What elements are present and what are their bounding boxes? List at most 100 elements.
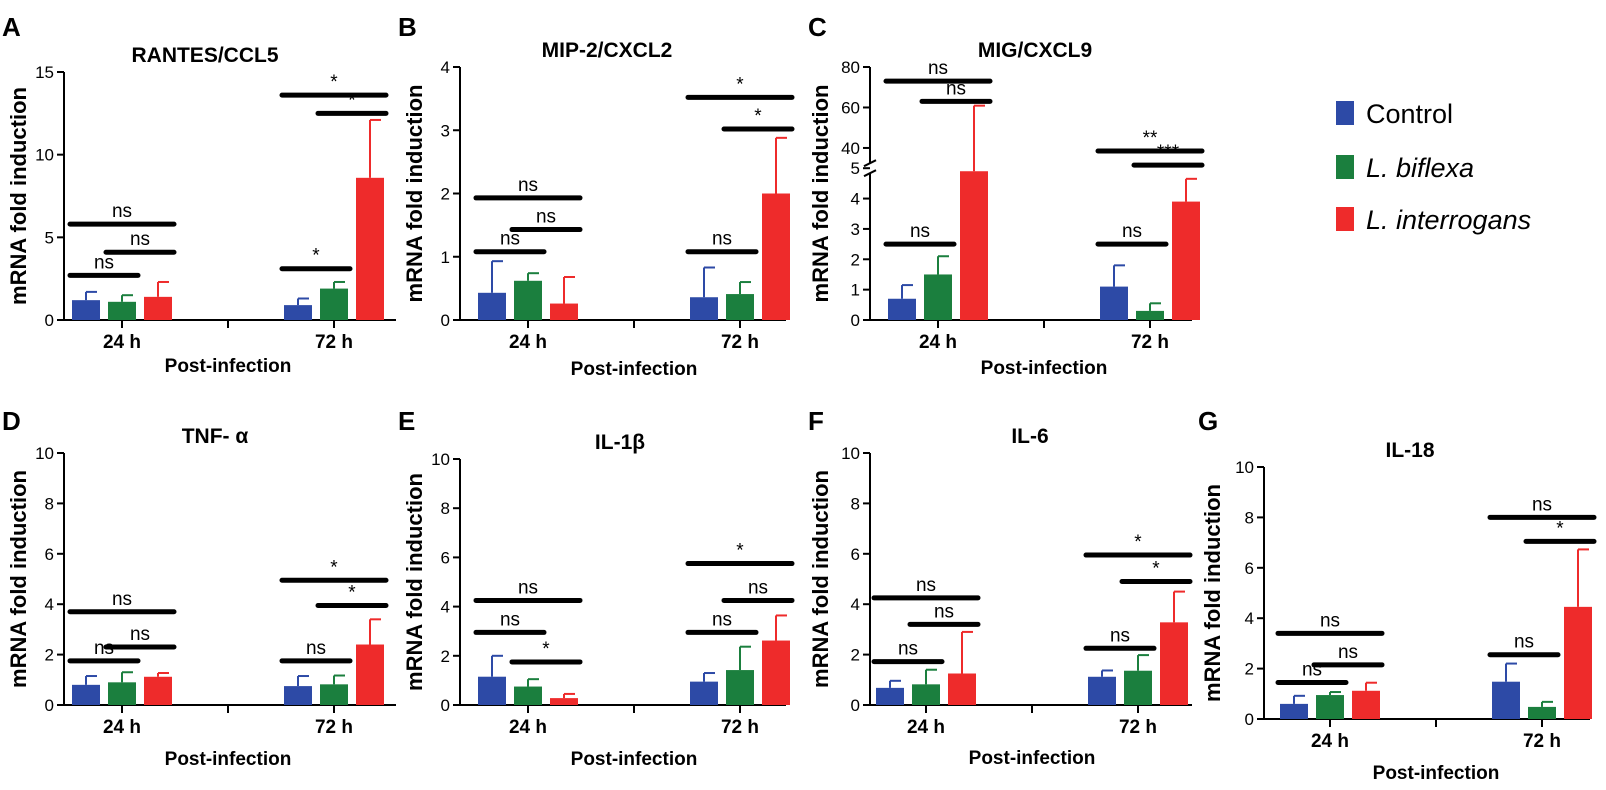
x-tick-label-e: 72 h — [721, 717, 759, 738]
significance-label-d: * — [330, 557, 338, 578]
significance-label-e: ns — [500, 609, 520, 630]
bar-f-0-0 — [876, 687, 904, 705]
y-tick-label-f: 6 — [851, 545, 860, 564]
significance-label-f: ns — [1110, 625, 1130, 646]
significance-label-f: ns — [934, 601, 954, 622]
bar-c-0-0 — [888, 298, 916, 320]
bar-a-0-0 — [72, 300, 100, 320]
chart-title-b: MIP-2/CXCL2 — [542, 39, 673, 62]
y-tick-label-e: 10 — [431, 450, 450, 469]
y-tick-label-c: 0 — [851, 311, 860, 330]
panel-letter-f: F — [808, 406, 824, 436]
bar-b-1-2 — [762, 193, 790, 320]
y-tick-label-a: 0 — [45, 311, 54, 330]
y-tick-label-d: 0 — [45, 696, 54, 715]
significance-label-c: ** — [1143, 128, 1158, 149]
x-tick-label-b: 72 h — [721, 332, 759, 353]
x-axis-label-g: Post-infection — [1373, 763, 1500, 784]
significance-label-b: ns — [712, 229, 732, 250]
bar-c-1-2 — [1172, 201, 1200, 320]
y-tick-label-d: 6 — [45, 545, 54, 564]
y-tick-label-e: 2 — [441, 647, 450, 666]
panel-letter-b: B — [398, 12, 417, 42]
y-tick-label-c: 5 — [851, 159, 860, 178]
panel-letter-g: G — [1198, 406, 1218, 436]
bar-b-1-0 — [690, 297, 718, 320]
x-axis-label-c: Post-infection — [981, 358, 1108, 379]
bar-e-1-0 — [690, 681, 718, 705]
panel-g: G IL-18 mRNA fold induction 0 2 4 6 8 10 24 h 72 h… — [1198, 406, 1597, 784]
significance-label-e: ns — [748, 577, 768, 598]
chart-title-a: RANTES/CCL5 — [131, 44, 278, 67]
significance-label-e: ns — [518, 577, 538, 598]
y-tick-label-e: 8 — [441, 499, 450, 518]
bar-f-1-2 — [1160, 622, 1188, 705]
panel-d: D TNF- α mRNA fold induction 0 2 4 6 8 10 24 h 72 … — [2, 406, 396, 770]
panel-c: C MIG/CXCL9 mRNA fold induction 0 1 2 3 4 540 60 8… — [808, 12, 1205, 379]
x-tick-label-a: 72 h — [315, 332, 353, 353]
bar-a-0-2 — [144, 296, 172, 320]
significance-label-a: * — [312, 246, 320, 267]
x-tick-label-f: 24 h — [907, 717, 945, 738]
bar-b-0-1 — [514, 280, 542, 320]
legend-label-1: L. biflexa — [1366, 153, 1474, 183]
bar-e-1-2 — [762, 640, 790, 705]
chart-title-c: MIG/CXCL9 — [978, 39, 1092, 62]
y-tick-label-f: 4 — [851, 595, 860, 614]
bar-c-0-1 — [924, 274, 952, 320]
y-tick-label-b: 0 — [441, 311, 450, 330]
panel-letter-e: E — [398, 406, 415, 436]
y-tick-label-d: 8 — [45, 494, 54, 513]
y-tick-label-g: 4 — [1245, 609, 1254, 628]
panel-letter-d: D — [2, 406, 21, 436]
bar-g-1-0 — [1492, 681, 1520, 719]
panel-f: F IL-6 mRNA fold induction 0 2 4 6 8 10 24 h 72 h P… — [808, 406, 1193, 769]
panel-e: E IL-1β mRNA fold induction 0 2 4 6 8 10 24 h 72 h… — [398, 406, 795, 770]
significance-label-f: * — [1152, 559, 1160, 580]
y-axis-label-f: mRNA fold induction — [808, 470, 833, 688]
bar-c-0-2 — [960, 171, 988, 320]
bar-d-0-2 — [144, 676, 172, 705]
x-axis-label-e: Post-infection — [571, 749, 698, 770]
y-tick-label-c: 80 — [841, 58, 860, 77]
bar-d-1-0 — [284, 686, 312, 705]
significance-label-g: ns — [1514, 632, 1534, 653]
y-tick-label-g: 8 — [1245, 508, 1254, 527]
y-tick-label-c: 60 — [841, 98, 860, 117]
bar-e-0-2 — [550, 698, 578, 705]
y-tick-label-c: 1 — [851, 281, 860, 300]
legend-label-0: Control — [1366, 99, 1453, 129]
y-tick-label-f: 10 — [841, 444, 860, 463]
y-tick-label-e: 6 — [441, 548, 450, 567]
significance-label-a: ns — [94, 252, 114, 273]
bar-g-0-0 — [1280, 703, 1308, 719]
y-tick-label-f: 8 — [851, 494, 860, 513]
x-tick-label-e: 24 h — [509, 717, 547, 738]
significance-label-e: * — [736, 541, 744, 562]
legend-swatch-0 — [1336, 101, 1354, 125]
y-axis-label-g: mRNA fold induction — [1200, 484, 1225, 702]
significance-label-c: ns — [1122, 221, 1142, 242]
significance-label-a: ns — [112, 201, 132, 222]
y-tick-label-b: 1 — [441, 248, 450, 267]
x-tick-label-d: 24 h — [103, 717, 141, 738]
y-axis-label-a: mRNA fold induction — [6, 87, 31, 305]
axis-break-mark-c — [863, 169, 877, 178]
significance-label-e: ns — [712, 609, 732, 630]
y-axis-label-e: mRNA fold induction — [402, 473, 427, 691]
significance-label-e: * — [542, 639, 550, 660]
legend-swatch-2 — [1336, 207, 1354, 231]
y-tick-label-c: 2 — [851, 250, 860, 269]
significance-label-b: * — [736, 74, 744, 95]
significance-label-b: ns — [500, 229, 520, 250]
legend-label-2: L. interrogans — [1366, 205, 1531, 235]
bar-f-1-0 — [1088, 676, 1116, 705]
x-tick-label-c: 24 h — [919, 332, 957, 353]
y-tick-label-d: 10 — [35, 444, 54, 463]
bar-g-0-2 — [1352, 690, 1380, 719]
significance-label-f: ns — [916, 575, 936, 596]
panel-letter-c: C — [808, 12, 827, 42]
bar-e-0-1 — [514, 686, 542, 705]
x-tick-label-b: 24 h — [509, 332, 547, 353]
y-tick-label-g: 10 — [1235, 458, 1254, 477]
